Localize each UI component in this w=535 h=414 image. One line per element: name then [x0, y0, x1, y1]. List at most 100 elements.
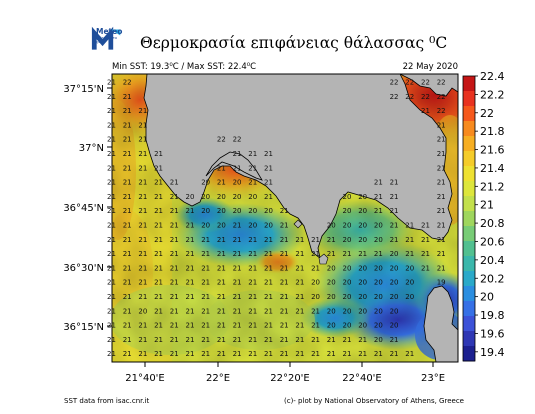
sst-value-label: 20 [358, 236, 367, 244]
sst-value-label: 21 [217, 236, 226, 244]
sst-value-label: 21 [437, 150, 446, 158]
sst-value-label: 21 [107, 207, 116, 215]
brand-name: Meteo [96, 27, 123, 36]
colorbar-swatch [463, 91, 475, 107]
sst-value-label: 21 [186, 279, 195, 287]
sst-value-label: 20 [343, 264, 352, 272]
sst-value-label: 21 [374, 350, 383, 358]
colorbar-label: 21.6 [480, 144, 505, 157]
sst-value-label: 21 [170, 350, 179, 358]
sst-value-label: 20 [358, 207, 367, 215]
sst-value-label: 20 [343, 279, 352, 287]
colorbar-swatch [463, 211, 475, 227]
sst-value-label: 20 [343, 307, 352, 315]
map-frame [111, 73, 459, 363]
sst-value-label: 21 [123, 293, 132, 301]
sst-value-label: 21 [123, 307, 132, 315]
sst-value-label: 22 [405, 93, 414, 101]
sst-value-label: 21 [374, 193, 383, 201]
colorbar-swatch [463, 301, 475, 317]
sst-value-label: 21 [107, 150, 116, 158]
sst-value-label: 21 [123, 236, 132, 244]
sst-value-label: 21 [170, 307, 179, 315]
sst-value-label: 21 [233, 336, 242, 344]
colorbar-swatch [463, 181, 475, 197]
sst-value-label: 21 [233, 350, 242, 358]
sst-value-label: 21 [295, 250, 304, 258]
sst-value-label: 21 [107, 222, 116, 230]
sst-value-label: 21 [217, 350, 226, 358]
sst-value-label: 21 [311, 250, 320, 258]
sst-value-label: 21 [186, 293, 195, 301]
sst-value-label: 21 [201, 250, 210, 258]
sst-value-label: 21 [154, 236, 163, 244]
sst-value-label: 20 [374, 322, 383, 330]
colorbar-swatch [463, 151, 475, 167]
sst-value-label: 21 [123, 193, 132, 201]
sst-value-label: 20 [343, 293, 352, 301]
sst-value-label: 21 [295, 336, 304, 344]
sst-value-label: 20 [374, 279, 383, 287]
sst-value-label: 21 [138, 264, 147, 272]
sst-value-label: 21 [390, 236, 399, 244]
sst-value-label: 20 [343, 207, 352, 215]
sst-value-label: 20 [343, 236, 352, 244]
sst-value-label: 21 [107, 279, 116, 287]
sst-value-label: 21 [437, 236, 446, 244]
land-crete-north-tip [423, 285, 458, 362]
sst-value-label: 21 [123, 250, 132, 258]
sst-value-label: 20 [217, 193, 226, 201]
sst-value-label: 21 [138, 222, 147, 230]
sst-value-label: 21 [233, 250, 242, 258]
sst-value-label: 20 [358, 193, 367, 201]
map-title: Θερμοκρασία επιφάνειας θάλασσας ⁰C [140, 34, 448, 52]
sst-value-label: 20 [217, 207, 226, 215]
sst-value-label: 20 [327, 293, 336, 301]
sst-value-label: 20 [233, 179, 242, 187]
sst-value-label: 20 [233, 193, 242, 201]
sst-value-label: 20 [405, 293, 414, 301]
sst-value-label: 21 [154, 307, 163, 315]
colorbar-label: 20 [480, 291, 494, 304]
sst-value-label: 20 [358, 222, 367, 230]
sst-value-label: 21 [186, 350, 195, 358]
colorbar-label: 22.2 [480, 88, 505, 101]
sst-value-label: 21 [311, 236, 320, 244]
colorbar-label: 20.6 [480, 235, 505, 248]
axis-ticks: 21°40'E 22°E 22°20'E 22°40'E 23°E 37°15'N 37°N… [63, 84, 445, 384]
sst-value-label: 21 [233, 236, 242, 244]
sst-value-label: 21 [138, 236, 147, 244]
sst-value-label: 21 [264, 350, 273, 358]
lon-tick-label: 22°20'E [270, 373, 310, 384]
sst-value-label: 21 [138, 121, 147, 129]
sst-value-label: 21 [295, 322, 304, 330]
sst-value-label: 21 [138, 322, 147, 330]
sst-value-label: 21 [248, 264, 257, 272]
sst-value-label: 21 [295, 293, 304, 301]
sst-value-label: 21 [123, 222, 132, 230]
sst-value-label: 22 [421, 79, 430, 87]
sst-value-label: 20 [327, 222, 336, 230]
sst-value-label: 21 [186, 250, 195, 258]
sst-value-label: 21 [186, 222, 195, 230]
sst-value-label: 21 [138, 150, 147, 158]
sst-value-label: 20 [374, 236, 383, 244]
sst-value-label: 21 [123, 121, 132, 129]
sst-value-label: 20 [374, 307, 383, 315]
sst-value-label: 21 [264, 193, 273, 201]
sst-value-label: 21 [390, 207, 399, 215]
sst-value-label: 21 [280, 322, 289, 330]
sst-value-label: 21 [201, 322, 210, 330]
sst-value-label: 20 [264, 207, 273, 215]
sst-value-label: 21 [311, 350, 320, 358]
sst-value-label: 20 [327, 322, 336, 330]
sst-value-label: 21 [123, 350, 132, 358]
sst-value-label: 20 [390, 264, 399, 272]
sst-value-label: 21 [264, 293, 273, 301]
sst-value-label: 21 [201, 307, 210, 315]
sst-value-label: 21 [123, 164, 132, 172]
colorbar-label: 19.6 [480, 327, 505, 340]
sst-value-label: 21 [358, 250, 367, 258]
sst-value-label: 21 [123, 207, 132, 215]
